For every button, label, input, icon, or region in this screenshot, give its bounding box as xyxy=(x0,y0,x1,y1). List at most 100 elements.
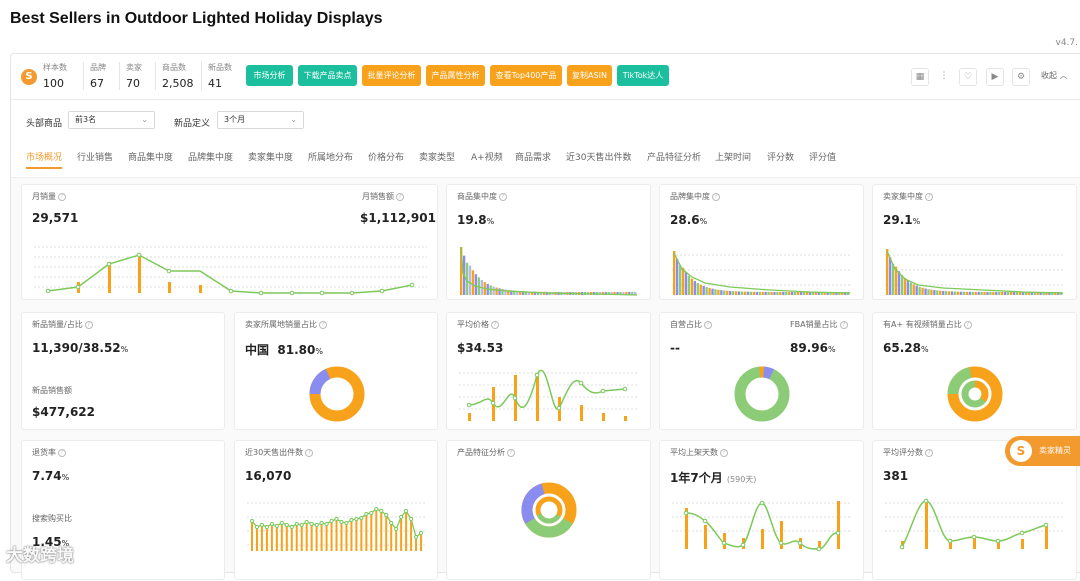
download-selling-points-button[interactable]: 下载产品卖点 xyxy=(298,65,357,86)
feature-donut xyxy=(521,482,577,538)
concentration-bar xyxy=(950,291,954,295)
concentration-bar xyxy=(690,278,694,295)
batch-review-analysis-button[interactable]: 批量评论分析 xyxy=(362,65,421,86)
concentration-bar xyxy=(684,272,688,295)
top400-products-button[interactable]: 查看Top400产品 xyxy=(490,65,562,86)
concentration-bar xyxy=(992,291,995,295)
settings-icon[interactable]: ⚙ xyxy=(1012,68,1030,86)
sold-point xyxy=(399,514,404,520)
sold-point xyxy=(359,515,364,521)
sold-point xyxy=(289,524,294,530)
tab-brand-concentration[interactable]: 品牌集中度 xyxy=(188,153,234,163)
concentration-bar xyxy=(1012,291,1016,295)
concentration-bar xyxy=(788,291,791,295)
concentration-bar xyxy=(477,277,481,295)
tab-rating-count[interactable]: 评分数 xyxy=(767,153,795,163)
tab-price-distribution[interactable]: 价格分布 xyxy=(368,153,405,163)
price-distribution-chart xyxy=(459,369,639,421)
market-analysis-button[interactable]: 市场分析 xyxy=(246,65,293,86)
sold-point xyxy=(344,520,349,526)
concentration-bar xyxy=(823,291,826,295)
product-attribute-analysis-button[interactable]: 产品属性分析 xyxy=(426,65,485,86)
tab-feature-analysis[interactable]: 产品特征分析 xyxy=(647,153,702,163)
tab-aplus-video[interactable]: A+视频 xyxy=(471,153,503,163)
concentration-bar xyxy=(513,290,516,295)
tab-seller-concentration[interactable]: 卖家集中度 xyxy=(248,153,294,163)
concentration-bar xyxy=(604,291,607,295)
concentration-bar xyxy=(498,288,501,295)
concentration-bar xyxy=(524,291,528,295)
watermark: 大数跨境 xyxy=(6,546,74,566)
tab-rating-value[interactable]: 评分值 xyxy=(809,153,837,163)
stat-sellers: 卖家 70 xyxy=(119,62,142,90)
tab-market-overview[interactable]: 市场概况 xyxy=(26,150,63,169)
card-label: 退货率? xyxy=(32,447,66,458)
sold-bar xyxy=(265,529,268,551)
stats-toolbar: S 样本数 100 品牌 67 卖家 70 商品数 2,508 新品数 41 市场分析 下… xyxy=(11,54,1080,100)
seller-concentration-chart xyxy=(885,249,1065,295)
concentration-bar xyxy=(687,275,691,295)
sold-bar xyxy=(400,519,403,551)
card-label: 自营占比? xyxy=(670,319,712,330)
tab-industry-sales[interactable]: 行业销售 xyxy=(77,153,114,163)
concentration-bar xyxy=(1004,291,1007,295)
concentration-bar xyxy=(516,290,519,295)
concentration-bar xyxy=(947,291,951,295)
tab-product-demand[interactable]: 商品需求 xyxy=(515,153,552,163)
concentration-bar xyxy=(1051,291,1054,295)
concentration-bar xyxy=(489,285,492,295)
tiktok-influencer-button[interactable]: TikTok达人 xyxy=(617,65,669,86)
sold-point xyxy=(249,518,255,524)
concentration-bar xyxy=(1018,291,1022,295)
sold-bar xyxy=(295,526,298,551)
concentration-bar xyxy=(782,291,785,295)
concentration-bar xyxy=(956,291,960,295)
sold-bar xyxy=(360,520,363,551)
concentration-bar xyxy=(817,291,820,295)
sold-bar xyxy=(310,526,313,551)
sold-bar xyxy=(420,535,423,551)
concentration-bar xyxy=(829,291,832,295)
stat-brands: 品牌 67 xyxy=(83,62,106,90)
concentration-bar xyxy=(927,289,930,295)
video-icon[interactable]: ▶ xyxy=(986,68,1004,86)
new-product-sales-card: 新品销量/占比? 11,390/38.52% 新品销售额 $477,622 xyxy=(21,312,225,430)
seller-sprite-float-button[interactable]: S 卖家精灵 xyxy=(1005,436,1080,466)
tab-seller-type[interactable]: 卖家类型 xyxy=(419,153,456,163)
tab-product-concentration[interactable]: 商品集中度 xyxy=(128,153,174,163)
card-value: 29.1% xyxy=(883,213,921,227)
copy-asin-button[interactable]: 复制ASIN xyxy=(567,65,612,86)
sold-point xyxy=(324,521,329,527)
sold-bar xyxy=(251,523,253,551)
tab-location-distribution[interactable]: 所属地分布 xyxy=(308,153,354,163)
concentration-bar xyxy=(737,291,741,295)
grid-icon[interactable]: ▦ xyxy=(911,68,929,86)
sold-bar xyxy=(415,539,418,551)
concentration-bar xyxy=(625,291,628,295)
concentration-bar xyxy=(773,291,776,295)
sold-point xyxy=(314,522,319,528)
concentration-bar xyxy=(607,291,610,295)
card-label: 有A+ 有视频销量占比? xyxy=(883,319,972,330)
concentration-bar xyxy=(699,284,702,295)
head-products-select[interactable]: 前3名 ⌄ xyxy=(68,111,155,129)
sold-point xyxy=(364,511,369,517)
sold-point xyxy=(369,510,374,516)
concentration-bar xyxy=(460,247,463,295)
sold-bar xyxy=(345,525,348,551)
tab-listing-time[interactable]: 上架时间 xyxy=(715,153,752,163)
sold-point xyxy=(389,520,394,526)
sold-point xyxy=(384,512,389,518)
new-product-select[interactable]: 3个月 ⌄ xyxy=(217,111,304,129)
concentration-bar xyxy=(909,282,912,295)
collapse-button[interactable]: 收起 ︿ xyxy=(1041,71,1068,80)
tab-sold-30-days[interactable]: 近30天售出件数 xyxy=(566,153,632,163)
concentration-bar xyxy=(755,291,758,295)
heart-icon[interactable]: ♡ xyxy=(959,68,977,86)
concentration-bar xyxy=(805,291,809,295)
more-icon[interactable]: ⋮ xyxy=(935,68,953,86)
concentration-bar xyxy=(835,291,838,295)
sold-bar xyxy=(270,526,273,551)
sold-bar xyxy=(280,525,283,551)
concentration-bar xyxy=(998,291,1001,295)
